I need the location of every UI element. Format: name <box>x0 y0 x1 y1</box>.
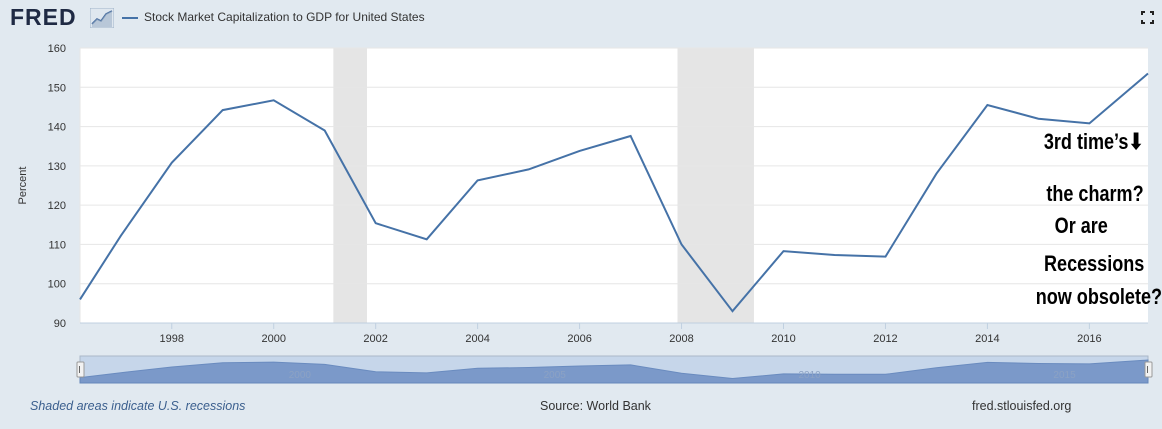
annotation-line-4: Recessions <box>1043 251 1144 276</box>
annotation-text-1: 3rd time’s <box>1044 129 1129 154</box>
navigator-area <box>79 359 1149 384</box>
x-tick-label: 1998 <box>160 333 184 345</box>
recession-shading <box>333 48 754 323</box>
fred-logo[interactable]: FRED <box>10 4 77 30</box>
navigator-handle-right[interactable] <box>1144 361 1153 378</box>
chart-header: FRED Stock Market Capitalization to GDP … <box>0 0 1162 40</box>
y-tick-label: 150 <box>48 82 66 94</box>
y-tick-label: 120 <box>48 200 66 212</box>
y-tick-label: 100 <box>48 279 66 291</box>
navigator-handle-left[interactable] <box>76 361 85 378</box>
site-link[interactable]: fred.stlouisfed.org <box>972 399 1072 413</box>
navigator-label: 2015 <box>1053 370 1076 381</box>
navigator-label: 2005 <box>544 370 567 381</box>
x-tick-label: 2012 <box>873 333 897 345</box>
y-tick-label: 160 <box>48 43 66 55</box>
range-navigator[interactable]: 2000 2005 2010 2015 <box>76 355 1153 384</box>
plot-area <box>80 48 1148 323</box>
x-tick-label: 2000 <box>261 333 285 345</box>
fullscreen-icon[interactable] <box>1141 11 1154 24</box>
x-tick-label: 2008 <box>669 333 693 345</box>
arrow-down-icon: ⬇ <box>1128 129 1144 154</box>
x-tick-label: 2004 <box>465 333 489 345</box>
y-tick-label: 130 <box>48 161 66 173</box>
x-tick-label: 2016 <box>1077 333 1101 345</box>
source-label: Source: World Bank <box>540 399 651 413</box>
navigator-label: 2010 <box>799 370 822 381</box>
navigator-label: 2000 <box>289 370 312 381</box>
annotation-line-3: Or are <box>1054 213 1108 238</box>
y-tick-label: 140 <box>48 122 66 134</box>
recession-band <box>333 48 368 323</box>
x-tick-label: 2002 <box>363 333 387 345</box>
legend-label: Stock Market Capitalization to GDP for U… <box>144 10 425 24</box>
x-tick-label: 2014 <box>975 333 999 345</box>
annotation-line-5: now obsolete? <box>1035 284 1162 309</box>
series-line <box>79 72 1149 313</box>
annotation-line-1: 3rd time’s⬇ <box>1044 131 1144 153</box>
x-tick-label: 2010 <box>771 333 795 345</box>
y-axis: 90 100 110 120 130 140 150 160 <box>48 43 66 330</box>
x-tick-label: 2006 <box>567 333 591 345</box>
y-axis-label: Percent <box>17 167 29 205</box>
y-tick-label: 90 <box>54 318 66 330</box>
chart-line-icon <box>90 8 114 28</box>
legend-swatch <box>122 17 138 19</box>
x-axis: 1998 2000 2002 2004 2006 2008 2010 2012 2014 2016 <box>80 322 1148 345</box>
recession-band <box>677 48 754 323</box>
recession-note: Shaded areas indicate U.S. recessions <box>30 399 246 413</box>
annotation-line-2: the charm? <box>1046 181 1144 206</box>
y-tick-label: 110 <box>48 239 66 251</box>
